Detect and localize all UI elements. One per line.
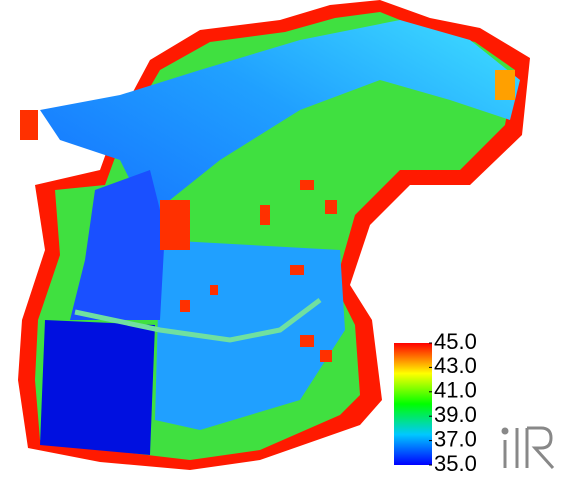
tick-label: 43.0 — [434, 353, 477, 378]
basin — [40, 320, 155, 455]
color-bar — [394, 343, 432, 465]
tick-label: 41.0 — [434, 378, 477, 403]
tick-label: 37.0 — [434, 426, 477, 451]
tick-label: 45.0 — [434, 329, 477, 354]
logo — [503, 428, 553, 468]
tick-label: 39.0 — [434, 402, 477, 427]
tick-label: 35.0 — [434, 451, 477, 476]
map: 45.043.041.039.037.035.0 — [0, 0, 568, 484]
color-legend: 45.043.041.039.037.035.0 — [394, 329, 477, 476]
